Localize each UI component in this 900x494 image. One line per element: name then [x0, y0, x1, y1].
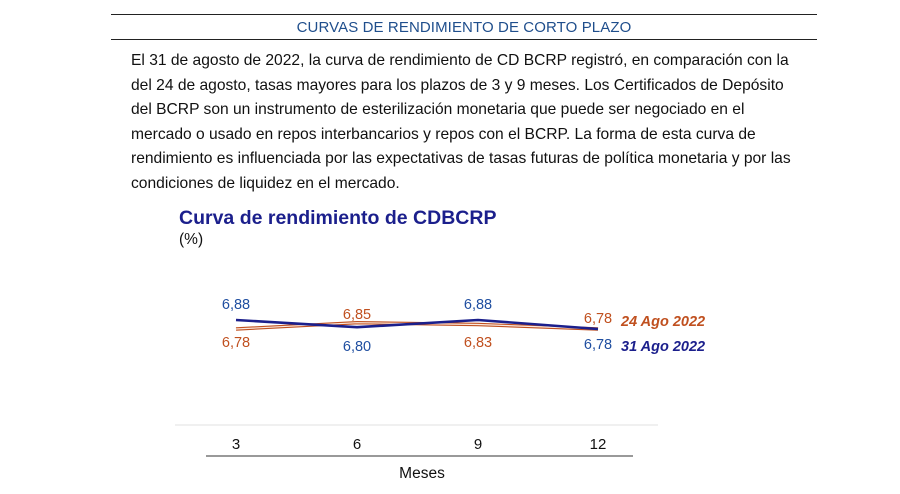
legend-label-31-ago: 31 Ago 2022	[621, 339, 705, 355]
data-label-31-ago: 6,80	[343, 339, 371, 355]
x-tick-label: 3	[232, 436, 240, 453]
data-label-24-ago: 6,83	[464, 335, 492, 351]
section-header: CURVAS DE RENDIMIENTO DE CORTO PLAZO	[111, 14, 817, 40]
x-tick-label: 12	[590, 436, 607, 453]
data-label-31-ago: 6,88	[222, 297, 250, 313]
section-title: CURVAS DE RENDIMIENTO DE CORTO PLAZO	[296, 18, 632, 36]
data-label-31-ago: 6,78	[584, 337, 612, 353]
data-label-24-ago: 6,85	[343, 307, 371, 323]
x-axis-title: Meses	[399, 465, 445, 482]
x-tick-label: 6	[353, 436, 361, 453]
description-paragraph: El 31 de agosto de 2022, la curva de ren…	[131, 49, 791, 197]
data-label-24-ago: 6,78	[584, 311, 612, 327]
chart-title: Curva de rendimiento de CDBCRP	[179, 207, 497, 229]
series-line-31-ago	[235, 318, 599, 331]
chart-unit: (%)	[179, 231, 204, 248]
paragraph-text: El 31 de agosto de 2022, la curva de ren…	[131, 52, 791, 192]
x-tick-label: 9	[474, 436, 482, 453]
data-label-31-ago: 6,88	[464, 297, 492, 313]
data-label-24-ago: 6,78	[222, 335, 250, 351]
legend-label-24-ago: 24 Ago 2022	[620, 314, 705, 330]
